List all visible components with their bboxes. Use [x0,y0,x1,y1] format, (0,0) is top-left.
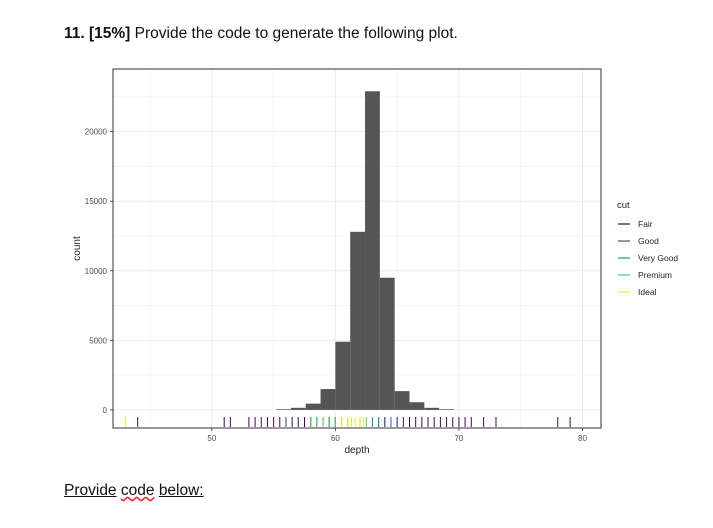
histogram-bar [379,277,395,410]
legend-label: Good [638,236,659,246]
histogram-bar [424,407,440,410]
y-axis-title: count [72,236,83,261]
x-tick-label: 80 [578,434,587,443]
y-tick-label: 5000 [89,336,107,345]
plot-panel-border [112,68,602,429]
histogram-bar [350,231,366,410]
histogram-bar [394,391,410,410]
y-tick-label: 20000 [85,128,108,137]
histogram-bar [320,389,336,410]
question-heading: 11. [15%] Provide the code to generate t… [64,25,458,43]
histogram-bar [276,409,291,410]
x-axis-title: depth [344,445,369,456]
histogram-bar [290,407,306,410]
histogram-bar [439,409,454,410]
answer-prompt-word-2: code [120,482,155,499]
histogram-bar [365,91,380,410]
x-tick-label: 50 [207,434,216,443]
y-tick-label: 0 [103,406,108,415]
question-number: 11. [15%] [64,25,131,42]
answer-prompt: Provide code below: [64,482,204,500]
question-text: Provide the code to generate the followi… [134,25,458,42]
x-tick-label: 60 [331,434,340,443]
y-tick-label: 15000 [85,197,108,206]
answer-prompt-word-3: below: [158,482,204,499]
legend-label: Ideal [638,287,657,297]
answer-prompt-word-1: Provide [64,482,117,499]
x-tick-label: 70 [454,434,463,443]
histogram-bar [335,341,351,410]
histogram-bar [409,402,425,410]
legend-label: Premium [638,270,672,280]
legend-title: cut [617,200,630,211]
histogram-bar [305,403,321,410]
y-tick-label: 10000 [85,267,108,276]
legend-label: Fair [638,219,653,229]
legend-label: Very Good [638,253,678,263]
